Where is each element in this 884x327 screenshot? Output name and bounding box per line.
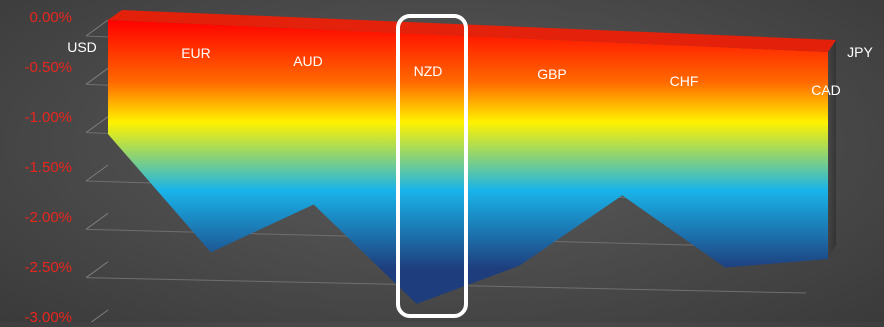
gridline-side — [86, 20, 108, 36]
x-category-label: CAD — [811, 82, 841, 98]
y-tick-label: -2.00% — [24, 209, 72, 226]
y-tick-label: -0.50% — [24, 59, 72, 76]
gridline-side — [86, 310, 108, 322]
gridline-side — [86, 262, 108, 278]
x-category-label: GBP — [537, 66, 567, 82]
x-category-label: CHF — [670, 73, 699, 89]
x-category-label: NZD — [414, 63, 443, 79]
area-series — [108, 10, 836, 304]
y-tick-label: -1.00% — [24, 109, 72, 126]
x-category-label: EUR — [181, 45, 211, 61]
x-category-label: USD — [67, 39, 97, 55]
y-axis-tick-labels: 0.00% -0.50% -1.00% -1.50% -2.00% -2.50% -3.00… — [24, 9, 72, 322]
gridline-side — [86, 117, 108, 133]
gridline-side — [86, 213, 108, 229]
y-tick-label: -1.50% — [24, 159, 72, 176]
y-tick-label: -2.50% — [24, 259, 72, 276]
y-tick-label: -3.00% — [24, 309, 72, 322]
area-side-face — [828, 40, 836, 259]
x-category-label: AUD — [293, 53, 323, 69]
x-category-label: JPY — [847, 44, 873, 60]
gridline-side — [86, 165, 108, 181]
gridline-side — [86, 68, 108, 84]
y-tick-label: 0.00% — [29, 9, 72, 26]
